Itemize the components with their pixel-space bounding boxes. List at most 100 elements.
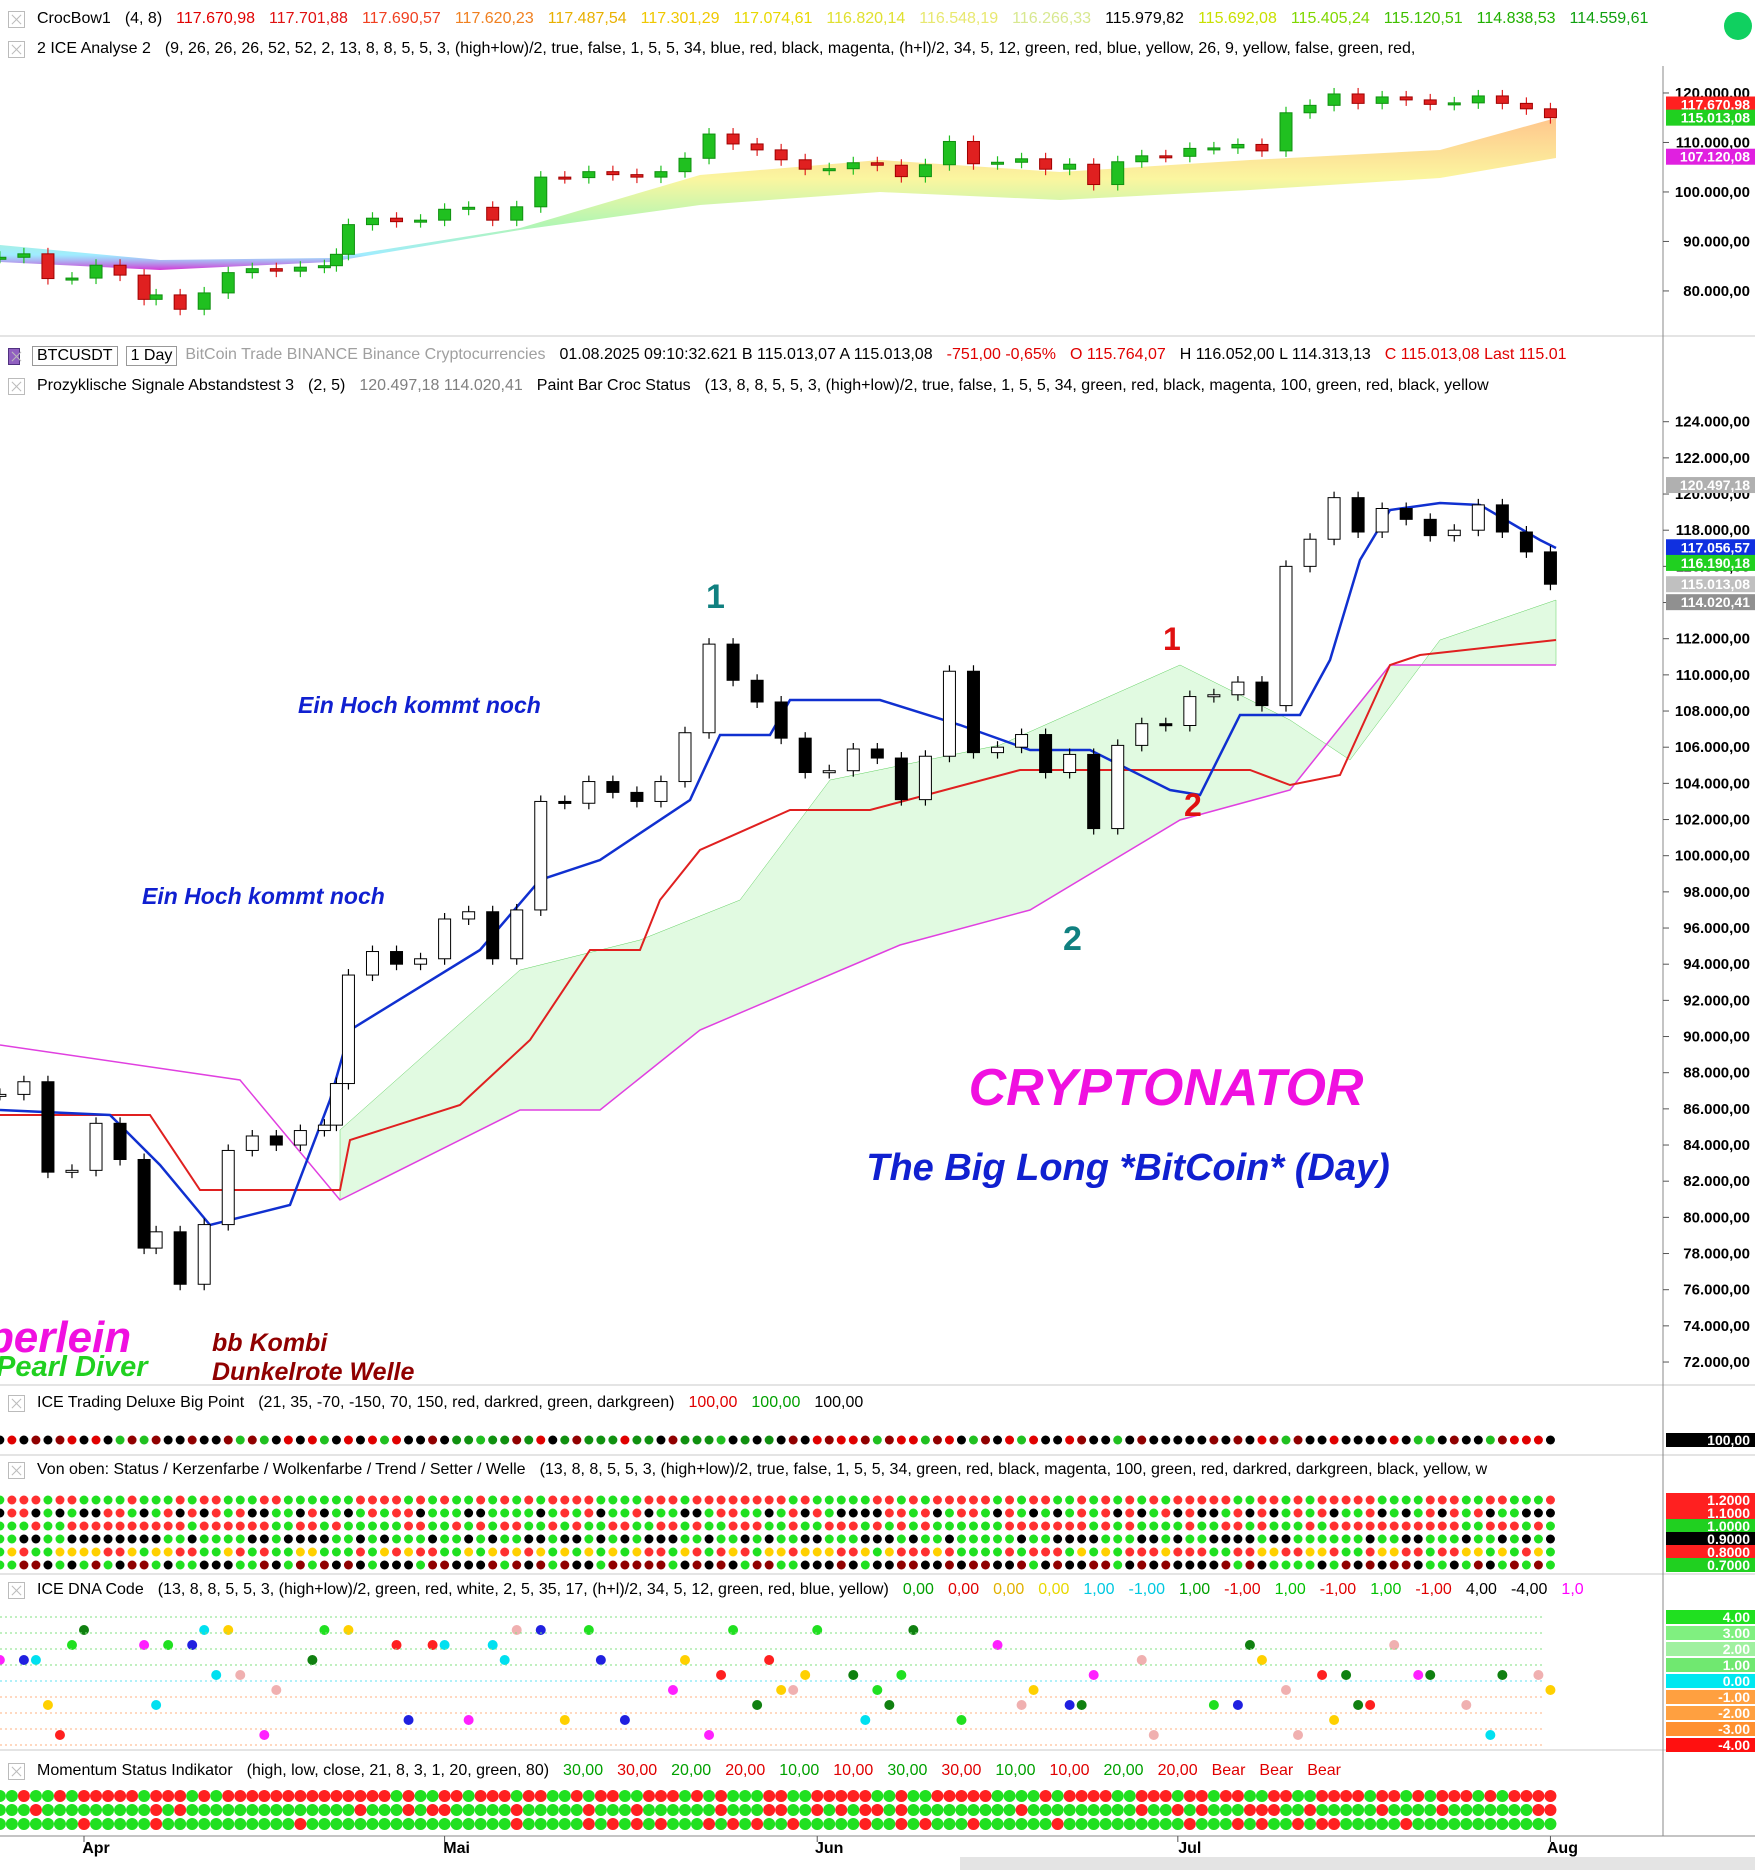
- indicator-dot: [187, 1508, 197, 1518]
- indicator-dot: [1544, 1818, 1557, 1830]
- indicator-dot: [812, 1435, 822, 1445]
- indicator-dot: [283, 1435, 293, 1445]
- indicator-dot: [1449, 1435, 1459, 1445]
- indicator-dot: [919, 1818, 932, 1830]
- indicator-dot: [920, 1508, 930, 1518]
- indicator-dot: [367, 1534, 377, 1544]
- indicator-dot: [512, 1435, 522, 1445]
- indicator-dot: [416, 1508, 426, 1518]
- indicator-dot: [656, 1435, 666, 1445]
- indicator-dot: [1389, 1547, 1399, 1557]
- indicator-dot: [919, 1790, 932, 1802]
- indicator-dot: [1533, 1495, 1543, 1505]
- indicator-dot: [19, 1495, 29, 1505]
- header-text: 100,00: [688, 1394, 738, 1411]
- candle: [750, 143, 764, 151]
- indicator-dot: [835, 1804, 848, 1816]
- candle: [1495, 504, 1509, 533]
- indicator-dot: [175, 1521, 185, 1531]
- indicator-dot: [1544, 1804, 1557, 1816]
- indicator-dot: [162, 1818, 175, 1830]
- indicator-dot: [644, 1534, 654, 1544]
- indicator-dot: [43, 1547, 53, 1557]
- indicator-dot: [907, 1790, 920, 1802]
- indicator-dot: [103, 1534, 113, 1544]
- indicator-dot: [271, 1495, 281, 1505]
- indicator-dot: [931, 1790, 944, 1802]
- indicator-dot: [211, 1547, 221, 1557]
- indicator-dot: [630, 1804, 643, 1816]
- indicator-dot: [1472, 1790, 1485, 1802]
- indicator-dot: [390, 1804, 403, 1816]
- indicator-dot: [572, 1495, 582, 1505]
- indicator-dot: [498, 1790, 511, 1802]
- indicator-dot: [630, 1818, 643, 1830]
- header-text: 117.701,88: [269, 10, 348, 27]
- indicator-dot: [1197, 1547, 1207, 1557]
- indicator-dot: [452, 1508, 462, 1518]
- indicator-dot: [548, 1495, 558, 1505]
- header-text: 117.620,23: [454, 10, 534, 27]
- indicator-dot: [680, 1534, 690, 1544]
- indicator-dot: [1329, 1715, 1340, 1725]
- indicator-dot: [1076, 1700, 1087, 1710]
- indicator-dot: [355, 1547, 365, 1557]
- indicator-dot: [1449, 1547, 1459, 1557]
- collapse-button[interactable]: [1724, 12, 1752, 40]
- indicator-dot: [618, 1804, 631, 1816]
- header-text: 0,00: [902, 1581, 934, 1598]
- indicator-dot: [680, 1521, 690, 1531]
- indicator-dot: [1305, 1534, 1315, 1544]
- indicator-dot: [1183, 1790, 1196, 1802]
- indicator-dot: [883, 1818, 896, 1830]
- y-tick-label: 88.000,00: [1683, 1065, 1750, 1082]
- indicator-dot: [452, 1547, 462, 1557]
- indicator-dot: [668, 1435, 678, 1445]
- scrollbar[interactable]: [960, 1857, 1755, 1870]
- header-text: 20,00: [725, 1762, 766, 1779]
- indicator-dot: [932, 1508, 942, 1518]
- indicator-dot: [620, 1547, 630, 1557]
- indicator-dot: [271, 1435, 281, 1445]
- indicator-dot: [78, 1790, 90, 1802]
- candle: [1399, 96, 1413, 101]
- indicator-dot: [319, 1495, 329, 1505]
- indicator-dot: [522, 1804, 535, 1816]
- indicator-dot: [1077, 1508, 1087, 1518]
- indicator-dot: [608, 1435, 618, 1445]
- indicator-dot: [848, 1495, 858, 1505]
- indicator-dot: [1532, 1818, 1545, 1830]
- indicator-dot: [1173, 1435, 1183, 1445]
- indicator-dot: [548, 1435, 558, 1445]
- indicator-dot: [692, 1534, 702, 1544]
- indicator-dot: [1257, 1534, 1267, 1544]
- candle: [1039, 158, 1053, 170]
- indicator-dot: [594, 1818, 607, 1830]
- indicator-dot: [632, 1560, 642, 1570]
- indicator-dot: [464, 1547, 474, 1557]
- y-tick-label: 92.000,00: [1683, 992, 1750, 1009]
- indicator-dot: [271, 1534, 281, 1544]
- indicator-dot: [440, 1508, 450, 1518]
- indicator-dot: [1521, 1547, 1531, 1557]
- indicator-dot: [752, 1560, 762, 1570]
- indicator-dot: [1173, 1560, 1183, 1570]
- candle: [846, 748, 860, 772]
- indicator-dot: [968, 1435, 978, 1445]
- indicator-dot: [1329, 1534, 1339, 1544]
- indicator-dot: [151, 1521, 161, 1531]
- indicator-dot: [606, 1818, 619, 1830]
- indicator-dot: [944, 1495, 954, 1505]
- indicator-dot: [1353, 1521, 1363, 1531]
- indicator-dot: [247, 1534, 257, 1544]
- indicator-dot: [488, 1560, 498, 1570]
- indicator-dot: [127, 1435, 137, 1445]
- indicator-tag: [1666, 1674, 1755, 1688]
- indicator-dot: [716, 1508, 726, 1518]
- indicator-dot: [1437, 1495, 1447, 1505]
- indicator-dot: [1485, 1495, 1495, 1505]
- indicator-dot: [896, 1560, 906, 1570]
- indicator-dot: [174, 1804, 187, 1816]
- price-tag: [1666, 539, 1755, 556]
- indicator-dot: [355, 1534, 365, 1544]
